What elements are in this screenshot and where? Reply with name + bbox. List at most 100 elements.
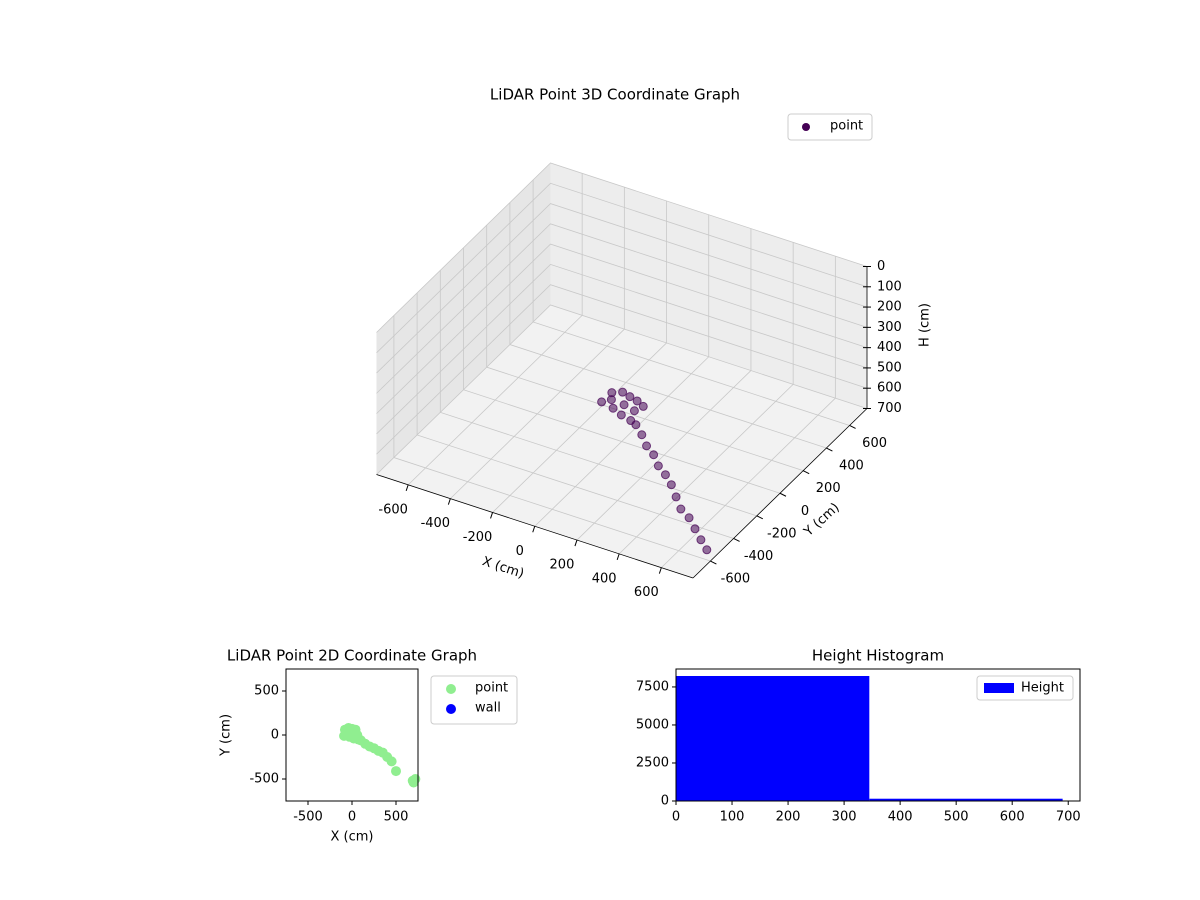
point: [649, 450, 659, 460]
plot-frame: [285, 668, 419, 802]
z-axis-label: H (cm): [918, 303, 933, 347]
tick-mark: [447, 498, 451, 505]
y-tick-label: 5000: [636, 717, 669, 732]
y-tick-label: 400: [839, 459, 864, 474]
point: [637, 430, 647, 440]
x-tick-label: 500: [944, 810, 969, 825]
tick-mark: [658, 567, 662, 574]
point: [625, 392, 635, 402]
grid-line: [376, 304, 868, 475]
x-tick-label: 700: [1056, 810, 1081, 825]
y-axis-label: Y (cm): [219, 714, 234, 757]
legend-marker: [984, 683, 1014, 693]
x-tick-label: 200: [550, 558, 575, 573]
y-tick-label: -400: [744, 549, 774, 564]
bar: [869, 798, 1063, 801]
z-tick-label: 300: [877, 320, 902, 335]
point: [408, 777, 419, 788]
point: [629, 406, 639, 416]
x-tick-label: -500: [293, 810, 323, 825]
y-tick-label: 200: [816, 481, 841, 496]
axis-line: [692, 408, 868, 579]
z-tick-label: 100: [877, 279, 902, 294]
chart-title: LiDAR Point 3D Coordinate Graph: [490, 86, 740, 104]
point: [386, 756, 397, 767]
point: [676, 504, 686, 514]
point: [684, 513, 694, 523]
point: [597, 397, 607, 407]
tick-mark: [710, 560, 717, 565]
tick-mark: [490, 512, 494, 519]
y-tick-label: 500: [254, 684, 279, 699]
y-tick-label: -500: [249, 772, 279, 787]
tick-mark: [802, 470, 810, 475]
z-tick-label: 400: [877, 340, 902, 355]
tick-mark: [849, 425, 856, 429]
x-tick-label: 500: [384, 810, 409, 825]
x-tick-label: -200: [463, 530, 493, 545]
x-tick-label: 0: [672, 810, 680, 825]
x-tick-label: 200: [776, 810, 801, 825]
point: [642, 441, 652, 451]
tick-mark: [616, 553, 620, 561]
point: [696, 535, 706, 545]
grid-line: [376, 182, 868, 354]
x-tick-label: 0: [348, 810, 356, 825]
chart-title: LiDAR Point 2D Coordinate Graph: [227, 647, 477, 665]
legend-label: point: [475, 681, 508, 696]
y-tick-label: 0: [661, 794, 669, 809]
x-tick-label: 100: [720, 810, 745, 825]
x-tick-label: -600: [378, 502, 408, 517]
tick-mark: [405, 484, 409, 492]
legend-marker: [446, 704, 456, 714]
y-tick-label: -200: [767, 526, 797, 541]
y-tick-label: 7500: [636, 679, 669, 694]
point: [653, 461, 663, 471]
x-tick-label: 300: [832, 810, 857, 825]
grid-line: [376, 263, 868, 435]
x-tick-label: 400: [592, 571, 617, 586]
y-tick-label: -600: [721, 572, 751, 587]
tick-mark: [574, 539, 578, 547]
legend-marker: [446, 684, 456, 694]
y-tick-label: 2500: [636, 755, 669, 770]
point: [631, 420, 641, 430]
legend-label: wall: [475, 701, 501, 716]
x-tick-label: 600: [1000, 810, 1025, 825]
y-tick-label: 600: [862, 436, 887, 451]
grid-line: [376, 284, 868, 455]
point: [702, 545, 712, 555]
legend-label: point: [830, 119, 863, 134]
point: [660, 470, 670, 480]
tick-mark: [532, 526, 536, 533]
z-tick-label: 0: [877, 259, 885, 274]
z-tick-label: 200: [877, 300, 902, 315]
plot-frame: [675, 668, 1081, 802]
tick-mark: [733, 538, 740, 542]
point: [618, 387, 628, 397]
point: [391, 766, 401, 777]
grid-line: [376, 243, 868, 414]
point: [671, 492, 681, 502]
bar: [676, 675, 870, 801]
point: [608, 403, 618, 413]
legend-box: [976, 675, 1074, 701]
x-axis-label: X (cm): [331, 830, 374, 845]
point: [632, 396, 642, 406]
chart-title: Height Histogram: [812, 647, 944, 665]
axis-line: [376, 474, 694, 579]
x-tick-label: 400: [888, 810, 913, 825]
point: [666, 480, 676, 490]
grid-line: [376, 223, 868, 394]
point: [690, 524, 700, 534]
point: [638, 401, 648, 411]
z-tick-label: 500: [877, 360, 902, 375]
legend-label: Height: [1021, 681, 1064, 696]
y-tick-label: 0: [801, 504, 809, 519]
x-tick-label: -400: [421, 516, 451, 531]
legend-box: [787, 113, 873, 141]
y-tick-label: 0: [271, 728, 279, 743]
point: [619, 400, 629, 410]
grid-line: [376, 162, 868, 333]
